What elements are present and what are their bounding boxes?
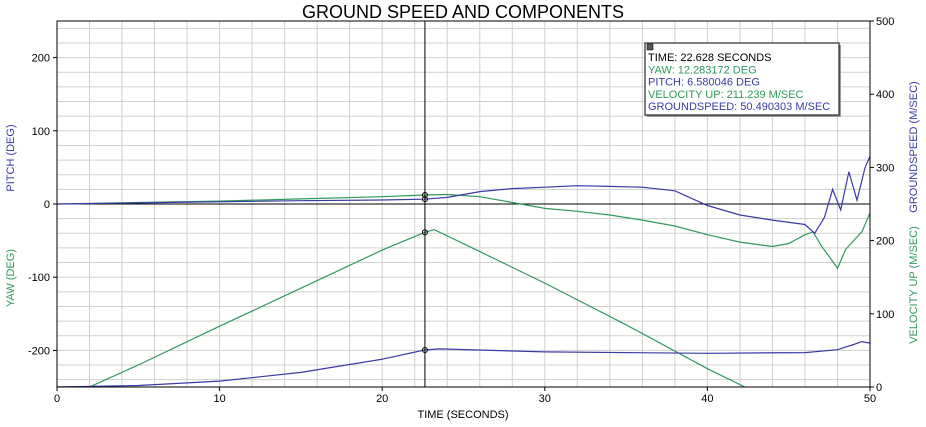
left-tick-label: 0 — [44, 199, 50, 211]
axis-labels: YAW (DEG) PITCH (DEG) VELOCITY UP (M/SEC) G… — [5, 81, 920, 343]
left-tick-label: 200 — [32, 53, 50, 65]
chart-title: GROUND SPEED AND COMPONENTS — [302, 2, 624, 22]
right-tick-label: 500 — [876, 16, 894, 28]
left-axis-label-1: PITCH (DEG) — [5, 124, 17, 191]
right-tick-label: 100 — [876, 309, 894, 321]
series-line-0 — [57, 193, 870, 270]
x-tick-label: 10 — [213, 393, 225, 405]
right-axis-label-1: GROUNDSPEED (M/SEC) — [908, 81, 920, 212]
readout-line-2: PITCH: 6.580046 DEG — [648, 77, 760, 89]
x-tick-label: 20 — [376, 393, 388, 405]
readout-handle-icon — [646, 43, 654, 51]
left-tick-label: -200 — [28, 345, 50, 357]
ticks-layer: 0 10 20 30 40 50 -200 -100 0 100 200 0 100 200 300 400 5… — [28, 16, 894, 405]
readout-line-3: VELOCITY UP: 211.239 M/SEC — [648, 89, 804, 101]
right-tick-label: 400 — [876, 89, 894, 101]
right-axis-label-0: VELOCITY UP (M/SEC) — [908, 226, 920, 344]
cursor-marker-0 — [421, 191, 428, 198]
right-tick-label: 0 — [876, 382, 882, 394]
left-tick-label: -100 — [28, 272, 50, 284]
series-line-1 — [57, 156, 870, 235]
x-axis-label: TIME (SECONDS) — [417, 409, 508, 421]
readout-box — [644, 42, 840, 116]
right-tick-label: 300 — [876, 162, 894, 174]
series-line-3 — [57, 340, 870, 387]
left-axis-label-0: YAW (DEG) — [5, 249, 17, 307]
readout-line-0: TIME: 22.628 SECONDS — [648, 52, 772, 64]
cursor-marker-3 — [421, 346, 428, 353]
x-tick-label: 50 — [864, 393, 876, 405]
right-tick-label: 200 — [876, 236, 894, 248]
x-tick-label: 40 — [701, 393, 713, 405]
cursor-marker-2 — [421, 229, 428, 236]
cursor-marker-1 — [421, 196, 428, 203]
left-tick-label: 100 — [32, 126, 50, 138]
readout-line-1: YAW: 12.283172 DEG — [648, 64, 757, 76]
cursor-layer — [421, 21, 428, 387]
readout-line-4: GROUNDSPEED: 50.490303 M/SEC — [648, 101, 830, 113]
x-tick-label: 0 — [54, 393, 60, 405]
x-tick-label: 30 — [539, 393, 551, 405]
